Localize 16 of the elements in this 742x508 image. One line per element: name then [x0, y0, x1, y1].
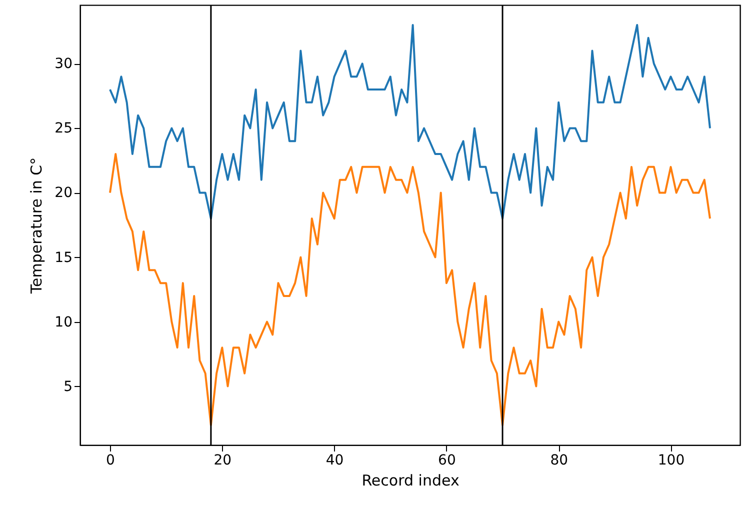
- x-tick-label: 60: [438, 452, 456, 468]
- y-axis-title: Temperature in C°: [28, 157, 46, 295]
- y-tick-label: 5: [64, 378, 72, 395]
- y-tick-label: 30: [54, 56, 72, 72]
- y-tick-label: 10: [54, 314, 72, 330]
- x-tick-label: 100: [658, 452, 685, 468]
- x-tick-label: 20: [214, 452, 232, 468]
- x-tick-label: 0: [106, 452, 115, 468]
- x-tick-label: 40: [326, 452, 344, 468]
- line-series: [109, 153, 711, 426]
- y-tick-label: 20: [54, 185, 72, 202]
- y-tick-label: 25: [54, 120, 72, 137]
- y-tick-label: 15: [54, 250, 72, 266]
- line-series: [109, 24, 711, 220]
- x-tick-label: 80: [550, 452, 568, 468]
- x-axis-title: Record index: [362, 472, 460, 490]
